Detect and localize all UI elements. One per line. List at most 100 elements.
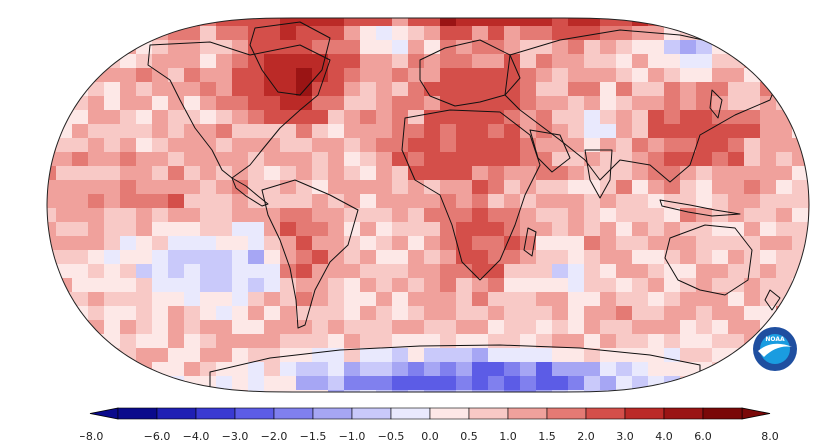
anomaly-cell	[648, 138, 665, 153]
arabia-outline	[529, 129, 571, 173]
anomaly-cell	[568, 320, 585, 335]
anomaly-cell	[536, 390, 553, 392]
anomaly-cell	[72, 334, 89, 349]
anomaly-cell	[424, 54, 441, 69]
anomaly-cell	[424, 250, 441, 265]
anomaly-cell	[344, 68, 361, 83]
anomaly-cell	[648, 222, 665, 237]
anomaly-cell	[88, 292, 105, 307]
anomaly-cell	[168, 124, 185, 139]
anomaly-cell	[536, 152, 553, 167]
anomaly-cell	[328, 348, 345, 363]
anomaly-cell	[328, 110, 345, 125]
anomaly-cell	[776, 124, 793, 139]
anomaly-cell	[632, 278, 649, 293]
anomaly-cell	[104, 390, 121, 392]
anomaly-cell	[552, 362, 569, 377]
anomaly-cell	[440, 26, 457, 41]
anomaly-cell	[200, 250, 217, 265]
anomaly-cell	[712, 320, 729, 335]
anomaly-cell	[440, 54, 457, 69]
anomaly-cell	[264, 40, 281, 55]
anomaly-cell	[328, 334, 345, 349]
anomaly-cell	[47, 222, 57, 237]
anomaly-cell	[728, 26, 745, 41]
anomaly-cell	[488, 54, 505, 69]
anomaly-cell	[72, 110, 89, 125]
anomaly-cell	[696, 208, 713, 223]
anomaly-cell	[552, 124, 569, 139]
anomaly-cell	[296, 208, 313, 223]
anomaly-cell	[344, 96, 361, 111]
anomaly-cell	[264, 250, 281, 265]
anomaly-cell	[232, 26, 249, 41]
anomaly-cell	[88, 264, 105, 279]
anomaly-cell	[280, 166, 297, 181]
anomaly-cell	[760, 390, 777, 392]
anomaly-cell	[312, 292, 329, 307]
anomaly-cell	[248, 166, 265, 181]
anomaly-cell	[248, 264, 265, 279]
anomaly-cell	[232, 54, 249, 69]
anomaly-cell	[744, 236, 761, 251]
anomaly-cell	[264, 124, 281, 139]
anomaly-cell	[616, 26, 633, 41]
anomaly-cell	[616, 236, 633, 251]
anomaly-cell	[552, 348, 569, 363]
anomaly-cell	[520, 292, 537, 307]
anomaly-cell	[696, 96, 713, 111]
anomaly-cell	[776, 40, 793, 55]
anomaly-cell	[648, 82, 665, 97]
anomaly-cell	[600, 250, 617, 265]
legend-swatch	[351, 407, 392, 420]
anomaly-cell	[600, 376, 617, 391]
anomaly-cell	[664, 152, 681, 167]
anomaly-cell	[664, 390, 681, 392]
anomaly-cell	[456, 166, 473, 181]
anomaly-cell	[808, 18, 809, 27]
anomaly-cell	[56, 110, 73, 125]
anomaly-cell	[47, 362, 57, 377]
anomaly-cell	[584, 26, 601, 41]
anomaly-cell	[744, 194, 761, 209]
anomaly-cell	[280, 68, 297, 83]
anomaly-cell	[488, 194, 505, 209]
anomaly-cell	[152, 166, 169, 181]
anomaly-cell	[520, 348, 537, 363]
legend-tick-label: −4.0	[183, 430, 210, 443]
anomaly-cell	[680, 138, 697, 153]
anomaly-cell	[216, 208, 233, 223]
anomaly-cell	[120, 54, 137, 69]
anomaly-cell	[328, 264, 345, 279]
anomaly-cell	[728, 376, 745, 391]
anomaly-cell	[184, 40, 201, 55]
anomaly-cell	[376, 278, 393, 293]
anomaly-cell	[328, 152, 345, 167]
anomaly-cell	[184, 152, 201, 167]
anomaly-cell	[456, 278, 473, 293]
anomaly-cell	[328, 54, 345, 69]
anomaly-cell	[584, 376, 601, 391]
anomaly-cell	[648, 390, 665, 392]
anomaly-cell	[168, 306, 185, 321]
australia-outline	[664, 224, 753, 296]
anomaly-cell	[504, 390, 521, 392]
anomaly-cell	[56, 278, 73, 293]
anomaly-cell	[248, 96, 265, 111]
anomaly-cell	[232, 124, 249, 139]
anomaly-cell	[776, 236, 793, 251]
anomaly-cell	[776, 292, 793, 307]
anomaly-cell	[200, 320, 217, 335]
anomaly-cell	[56, 194, 73, 209]
anomaly-cell	[456, 208, 473, 223]
anomaly-cell	[392, 348, 409, 363]
anomaly-cell	[712, 82, 729, 97]
anomaly-cell	[120, 376, 137, 391]
anomaly-cell	[360, 236, 377, 251]
anomaly-cell	[200, 54, 217, 69]
anomaly-cell	[472, 54, 489, 69]
anomaly-cell	[216, 54, 233, 69]
anomaly-cell	[584, 264, 601, 279]
anomaly-cell	[552, 236, 569, 251]
anomaly-cell	[600, 96, 617, 111]
